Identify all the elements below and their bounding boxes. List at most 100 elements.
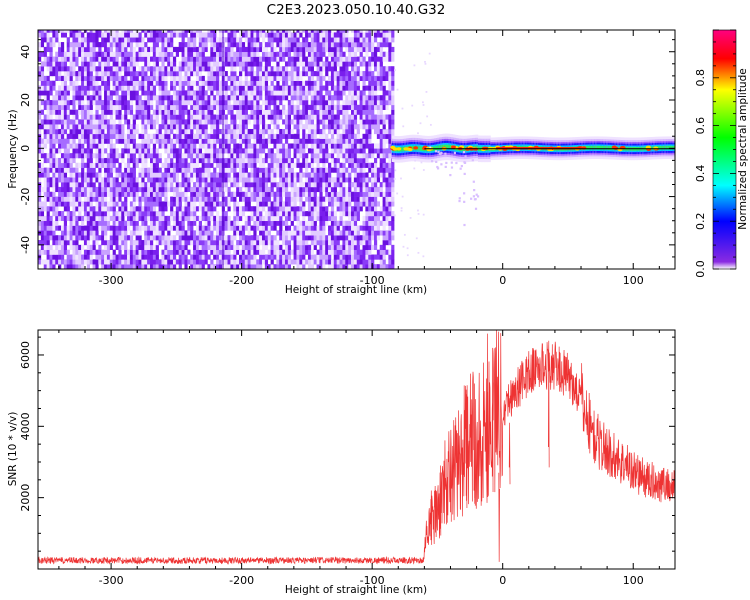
spectrogram-cell [310,177,314,183]
spectrogram-cell [158,264,162,269]
spectrogram-cell [333,191,337,197]
spectrogram-cell [184,249,188,255]
spectrogram-cell [379,128,383,135]
spectrogram-cell [319,157,323,164]
spectrogram-cell [98,46,102,53]
spectrogram-cell [95,100,99,106]
spectrogram-cell [310,225,314,231]
spectrogram-cell [244,201,248,207]
spectrogram-cell [368,206,372,212]
spectrogram-cell [227,191,231,197]
spectrogram-cell [178,95,182,101]
spectrogram-cell [276,259,280,265]
spectrogram-cell [144,249,148,255]
spectrogram-cell [201,264,205,269]
spectrogram-cell [98,167,102,173]
spectrogram-cell [296,259,300,265]
spectrogram-cell [293,259,297,265]
spectrogram-cell [152,167,157,173]
spectrogram-cell [345,244,349,250]
spectrogram-cell [224,225,228,231]
spectrogram-cell [256,249,260,255]
spectrogram-cell [60,182,65,188]
spectrogram-cell [124,80,128,86]
spectrogram-cell [244,225,248,231]
spectrogram-cell [247,153,251,159]
spectrogram-cell [379,264,383,269]
spectrogram-cell [170,167,174,173]
spectrogram-cell [276,138,280,144]
spectrogram-cell [204,259,208,265]
spectrogram-cell [75,71,79,77]
figure-title: C2E3.2023.050.10.40.G32 [267,2,446,18]
spectrogram-cell [46,264,50,269]
spectrogram-cell [348,162,352,168]
spectrogram-cell [167,172,171,178]
spectrogram-cell [319,114,323,120]
spectrogram-cell [342,138,346,144]
spectrogram-cell [305,157,309,164]
spectrogram-cell [43,230,47,236]
spectrogram-cell [52,66,56,72]
spectrogram-cell [302,259,306,265]
spectrogram-cell [270,100,274,106]
spectrogram-cell [210,264,214,269]
spectrogram-cell [106,109,111,115]
spectrogram-cell [276,56,280,62]
spectrogram-cell [339,51,343,57]
spectrogram-cell [210,177,214,183]
spectrogram-cell [250,85,254,91]
spectrogram-cell [256,138,260,144]
spectrogram-cell [172,100,177,106]
spectrogram-cell [250,215,254,222]
spectrogram-cell [121,148,125,154]
spectrogram-cell [175,201,180,207]
spectrogram-cell [124,186,128,193]
spectrogram-cell [161,230,165,236]
spectrogram-cell [49,196,53,202]
spectrogram-cell [175,225,180,231]
spectrogram-cell [368,225,372,231]
spectrogram-cell [376,114,381,120]
spectrogram-cell [181,119,185,125]
spectrogram-cell [175,51,180,57]
spectrogram-cell [115,61,119,67]
spectrogram-cell [63,75,68,81]
spectrogram-cell [296,211,300,217]
spectrogram-cell [310,138,314,144]
spectrogram-cell [270,240,274,246]
spectrogram-cell [106,153,111,159]
spectrogram-cell [52,104,56,110]
spectrogram-cell [250,196,254,202]
spectrogram-cell [218,264,223,269]
spectrogram-cell [216,75,220,81]
spectrogram-cell [239,172,243,178]
spectrogram-cell [124,211,128,217]
spectrogram-cell [60,167,65,173]
spectrogram-cell [112,109,116,115]
spectrogram-cell [376,95,381,101]
spectrogram-cell [305,80,309,86]
spectrogram-cell [353,56,358,62]
spectrogram-cell [172,172,177,178]
spectrogram-cell [89,211,93,217]
spectrogram-cell [89,215,93,222]
spectrogram-cell [127,138,131,144]
spectrogram-cell [121,244,125,250]
spectrogram-cell [75,254,79,260]
spectrogram-cell [147,119,151,125]
spectrogram-cell [328,95,332,101]
spectrogram-cell [144,114,148,120]
spectrogram-cell [339,71,343,77]
spectrogram-cell [104,61,108,67]
spectrogram-cell [365,240,369,246]
spectrogram-cell [49,85,53,91]
spectrogram-cell [356,201,360,207]
spectrogram-cell [178,148,182,154]
spectrogram-cell [46,240,50,246]
spectrogram-cell [66,56,70,62]
spectrogram-cell [106,80,111,86]
spectrogram-cell [322,143,326,149]
spectrogram-cell [310,75,314,81]
spectrogram-cell [141,119,145,125]
